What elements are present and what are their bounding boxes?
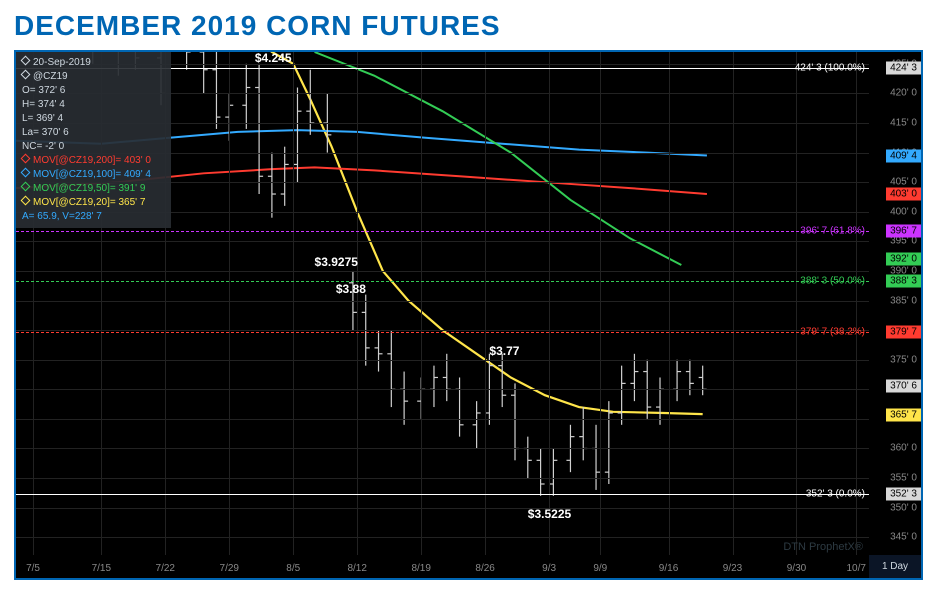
info-date: 20-Sep-2019 [33,57,91,68]
fib-line [16,332,869,333]
info-high: 374' 4 [38,99,65,110]
chart-plot-area[interactable]: 20-Sep-2019 @CZ19 O= 372' 6 H= 374' 4 L=… [16,52,869,555]
ohlc-bar [549,448,557,495]
info-av: A= 65.9, V=228' 7 [22,211,102,222]
y-tick-label: 375' 0 [890,354,917,365]
ohlc-bar [443,354,451,401]
fib-line [16,231,869,232]
ohlc-bar [400,372,408,425]
ohlc-bar [200,52,208,93]
info-open: 372' 6 [38,85,65,96]
ohlc-bar [592,425,600,490]
price-annotation: $3.88 [336,282,366,296]
ohlc-bar [630,354,638,401]
y-tick-label: 385' 0 [890,295,917,306]
price-annotation: $3.77 [489,344,519,358]
price-annotation: $4.245 [255,51,292,65]
info-mov200: MOV[@CZ19,200]= 403' 0 [33,155,151,166]
price-annotation: $3.5225 [528,507,571,521]
ohlc-bar [255,64,263,194]
fib-label: 352' 3 (0.0%) [804,489,867,500]
x-tick-label: 7/29 [220,563,239,574]
x-tick-label: 8/5 [286,563,300,574]
x-tick-label: 7/5 [26,563,40,574]
info-mov100: MOV[@CZ19,100]= 409' 4 [33,169,151,180]
fib-label: 424' 3 (100.0%) [793,62,867,73]
info-netchange: -2' 0 [45,141,64,152]
chart-container: 20-Sep-2019 @CZ19 O= 372' 6 H= 374' 4 L=… [14,50,923,580]
chart-watermark: DTN ProphetX® [783,541,863,553]
price-tag: 352' 3 [886,488,921,501]
y-tick-label: 405' 0 [890,177,917,188]
fib-line [16,281,869,282]
chart-info-box: 20-Sep-2019 @CZ19 O= 372' 6 H= 374' 4 L=… [16,52,171,228]
ohlc-bar [498,354,506,407]
ohlc-bar [387,330,395,407]
ohlc-bar [430,366,438,407]
y-tick-label: 350' 0 [890,502,917,513]
price-tag: 403' 0 [886,188,921,201]
ohlc-bar [281,147,289,206]
ohlc-bar [375,330,383,371]
y-tick-label: 345' 0 [890,532,917,543]
ohlc-bar [306,70,314,135]
x-tick-label: 10/7 [846,563,865,574]
x-tick-label: 8/26 [475,563,494,574]
price-annotation: $3.9275 [315,255,358,269]
ohlc-bar [699,366,707,396]
fib-label: 396' 7 (61.8%) [798,226,867,237]
info-mov50: MOV[@CZ19,50]= 391' 9 [33,183,145,194]
ohlc-bar [673,360,681,401]
chart-x-axis: 7/5 7/15 7/22 7/29 8/5 8/12 8/19 8/26 9/3 9/9 9/16… [16,555,869,578]
price-tag: 379' 7 [886,325,921,338]
ohlc-bar [618,366,626,425]
price-tag: 365' 7 [886,408,921,421]
fib-label: 379' 7 (38.2%) [798,326,867,337]
x-tick-label: 9/16 [659,563,678,574]
ohlc-bar [579,407,587,460]
info-symbol: @CZ19 [33,71,68,82]
fib-label: 388' 3 (50.0%) [798,276,867,287]
price-tag: 424' 3 [886,61,921,74]
info-last: 370' 6 [42,127,69,138]
ohlc-bar [537,448,545,495]
ohlc-bar [456,377,464,436]
ohlc-bar [268,153,276,218]
x-tick-label: 8/19 [411,563,430,574]
price-tag: 409' 4 [886,150,921,163]
y-tick-label: 355' 0 [890,473,917,484]
ohlc-bar [242,64,250,129]
x-tick-label: 9/23 [723,563,742,574]
chart-interval-label: 1 Day [869,555,921,578]
chart-y-axis: 345' 0350' 0355' 0360' 0365' 0370' 0375'… [869,52,921,555]
y-tick-label: 360' 0 [890,443,917,454]
price-tag: 370' 6 [886,379,921,392]
ohlc-bar [524,437,532,478]
x-tick-label: 7/15 [92,563,111,574]
fib-line [16,494,869,495]
x-tick-label: 7/22 [156,563,175,574]
ohlc-bar [473,401,481,448]
price-tag: 396' 7 [886,225,921,238]
price-tag: 392' 0 [886,253,921,266]
x-tick-label: 9/9 [593,563,607,574]
x-tick-label: 9/3 [542,563,556,574]
info-mov20: MOV[@CZ19,20]= 365' 7 [33,197,145,208]
price-tag: 388' 3 [886,275,921,288]
ohlc-bar [605,401,613,484]
y-tick-label: 420' 0 [890,88,917,99]
moving-average-line [315,52,682,265]
info-low: 369' 4 [36,113,63,124]
ohlc-bar [656,377,664,424]
y-tick-label: 415' 0 [890,118,917,129]
page-title: DECEMBER 2019 CORN FUTURES [0,0,937,50]
x-tick-label: 9/30 [787,563,806,574]
y-tick-label: 400' 0 [890,206,917,217]
x-tick-label: 8/12 [347,563,366,574]
